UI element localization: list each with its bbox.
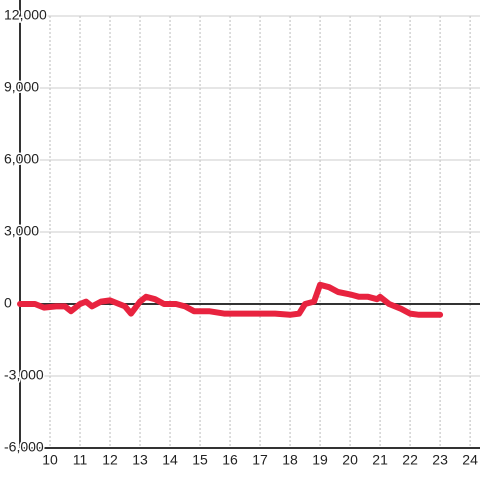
x-tick-label: 21 bbox=[372, 452, 388, 468]
x-tick-label: 22 bbox=[402, 452, 418, 468]
x-tick-label: 12 bbox=[102, 452, 118, 468]
x-tick-label: 16 bbox=[222, 452, 238, 468]
y-tick-label: -6,000 bbox=[4, 439, 44, 455]
x-tick-label: 15 bbox=[192, 452, 208, 468]
x-tick-label: 23 bbox=[432, 452, 448, 468]
y-tick-label: 9,000 bbox=[4, 79, 39, 95]
y-tick-label: 3,000 bbox=[4, 223, 39, 239]
data-line bbox=[17, 281, 444, 318]
y-tick-label: 0 bbox=[4, 295, 12, 311]
y-tick-label: 12,000 bbox=[4, 7, 47, 23]
x-tick-label: 14 bbox=[162, 452, 178, 468]
y-tick-label: 6,000 bbox=[4, 151, 39, 167]
x-tick-label: 13 bbox=[132, 452, 148, 468]
x-tick-label: 11 bbox=[73, 452, 88, 468]
x-tick-label: 18 bbox=[282, 452, 298, 468]
y-tick-label: -3,000 bbox=[4, 367, 44, 383]
x-tick-label: 10 bbox=[42, 452, 58, 468]
x-tick-label: 17 bbox=[252, 452, 268, 468]
x-tick-label: 20 bbox=[342, 452, 358, 468]
x-tick-label: 24 bbox=[462, 452, 478, 468]
x-tick-label: 19 bbox=[312, 452, 328, 468]
